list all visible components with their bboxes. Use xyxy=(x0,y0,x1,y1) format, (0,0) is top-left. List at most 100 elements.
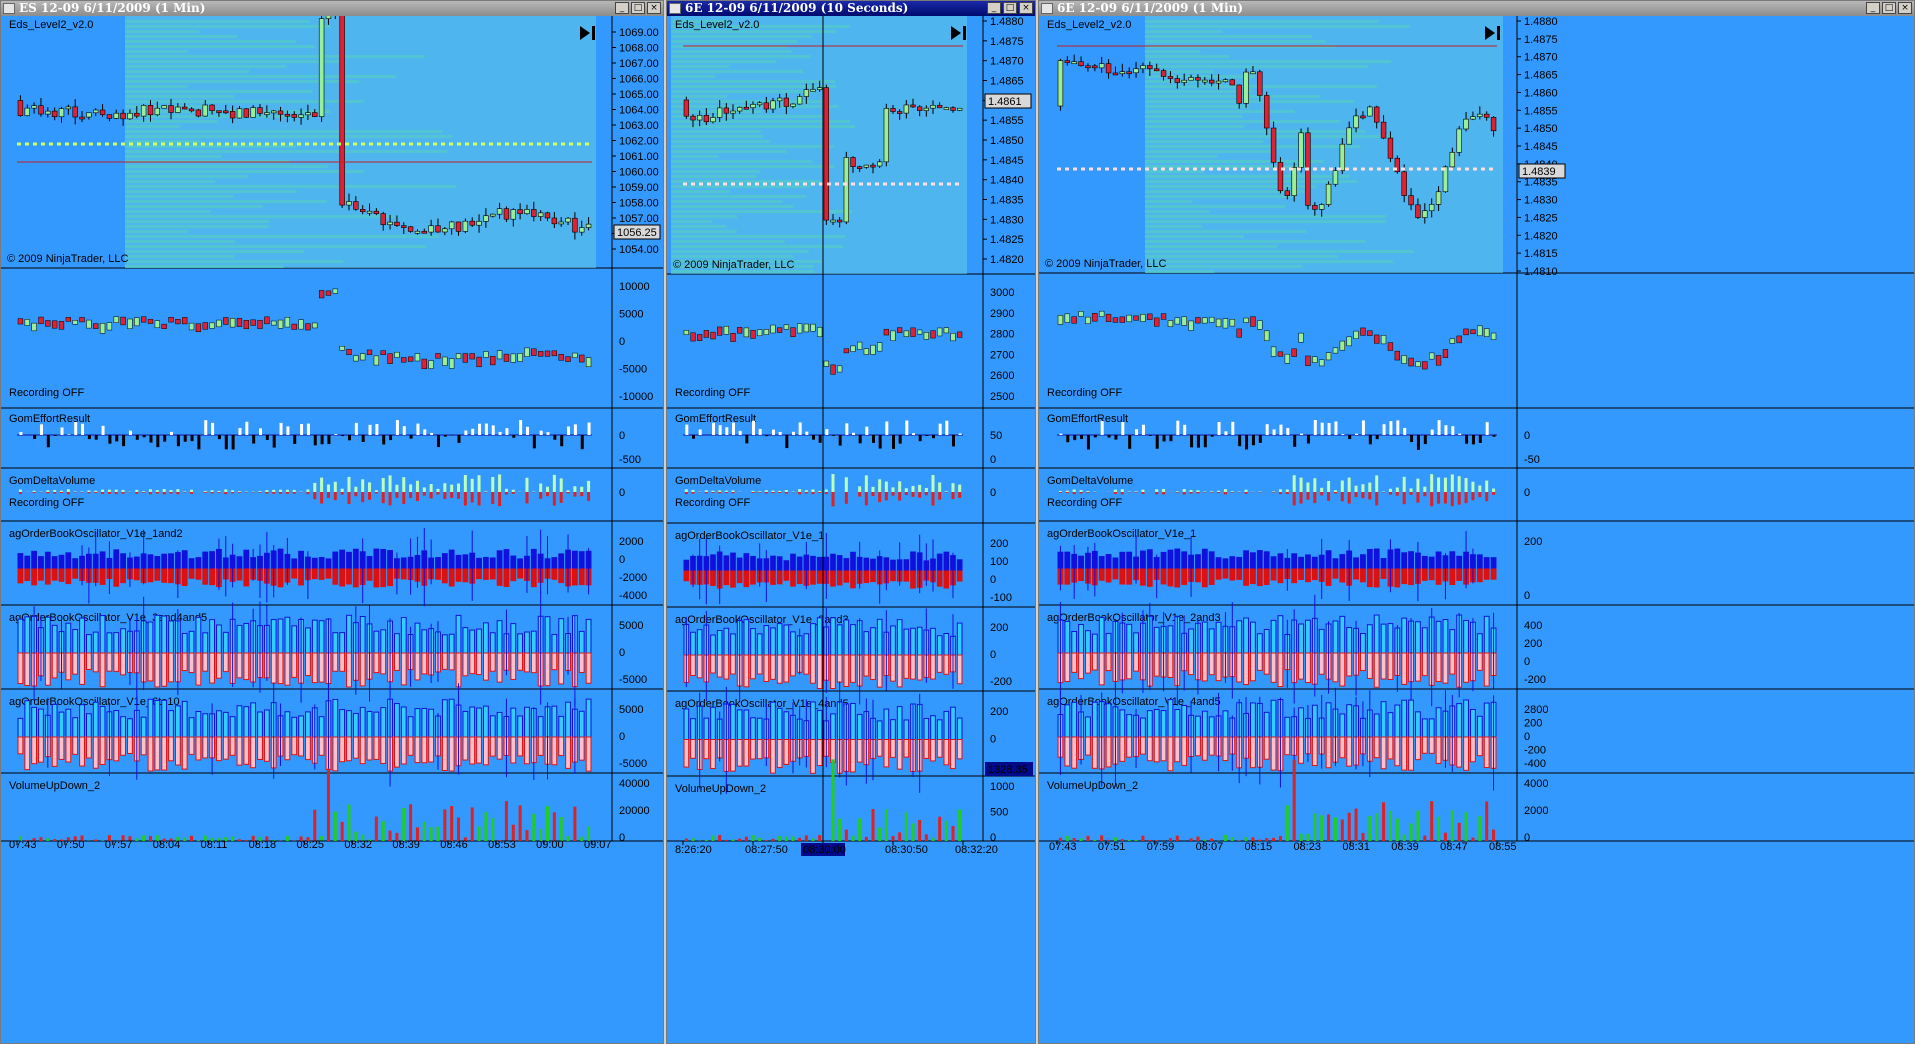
chart-area[interactable]: Eds_Level2_v2.0© 2009 NinjaTrader, LLC10… xyxy=(1,16,664,1044)
delta-down-bar xyxy=(798,492,802,495)
indicator-tick-label: 200 xyxy=(990,622,1008,634)
close-icon[interactable]: × xyxy=(647,2,661,14)
volume-bar xyxy=(559,817,563,841)
bid-oscillator-bar xyxy=(455,652,462,688)
delta-down-bar xyxy=(778,492,782,493)
ask-oscillator-bar xyxy=(339,709,346,738)
effort-bar xyxy=(1465,435,1469,444)
depth-bar xyxy=(1145,75,1256,78)
depth-bar xyxy=(671,240,785,243)
candle xyxy=(703,115,709,123)
candle xyxy=(79,116,85,120)
minimize-icon[interactable]: _ xyxy=(615,2,629,14)
window-titlebar[interactable]: 6E 12-09 6/11/2009 (10 Seconds) _ □ × xyxy=(667,1,1035,16)
ask-oscillator-bar xyxy=(1415,621,1421,654)
delta-up-bar xyxy=(751,490,755,492)
delta-down-bar xyxy=(272,492,276,494)
effort-bar xyxy=(718,425,722,435)
bid-oscillator-bar xyxy=(318,568,325,580)
delta-up-bar xyxy=(858,486,862,492)
minimize-icon[interactable]: _ xyxy=(987,2,1001,14)
ask-oscillator-bar xyxy=(72,558,79,570)
ask-oscillator-bar xyxy=(863,557,870,572)
close-icon[interactable]: × xyxy=(1898,2,1912,14)
volume-bar xyxy=(539,828,543,841)
bid-oscillator-bar xyxy=(257,736,263,761)
ask-oscillator-bar xyxy=(503,549,510,570)
effort-bar xyxy=(341,435,345,437)
delta-down-bar xyxy=(587,492,591,501)
cum-candle xyxy=(1057,315,1064,325)
ask-oscillator-bar xyxy=(236,705,243,738)
candle xyxy=(318,18,325,117)
candle xyxy=(837,219,843,223)
ask-oscillator-bar xyxy=(462,710,469,738)
chart-area[interactable]: Eds_Level2_v2.0© 2009 NinjaTrader, LLC1.… xyxy=(1039,16,1915,1044)
chart-area[interactable]: Eds_Level2_v2.0© 2009 NinjaTrader, LLC1.… xyxy=(667,16,1036,1044)
chart-window-6e-10sec[interactable]: 6E 12-09 6/11/2009 (10 Seconds) _ □ × Ed… xyxy=(666,0,1036,1044)
volume-tick-label: 4000 xyxy=(1524,778,1548,790)
cum-candle xyxy=(857,341,863,350)
bid-oscillator-bar xyxy=(106,652,113,672)
maximize-icon[interactable]: □ xyxy=(1882,2,1896,14)
chart-window-es-1min[interactable]: ES 12-09 6/11/2009 (1 Min) _ □ × Eds_Lev… xyxy=(0,0,664,1044)
ask-oscillator-bar xyxy=(85,634,92,654)
bid-oscillator-bar xyxy=(1435,568,1442,585)
chart-window-icon xyxy=(3,3,15,14)
candle xyxy=(24,107,30,116)
bid-oscillator-bar xyxy=(154,568,161,581)
delta-up-bar xyxy=(272,489,276,492)
delta-down-bar xyxy=(203,492,207,493)
volume-bar xyxy=(511,824,515,841)
cum-candle xyxy=(717,326,723,336)
bid-oscillator-bar xyxy=(1078,568,1084,582)
delta-up-bar xyxy=(66,489,70,492)
ask-oscillator-bar xyxy=(578,710,585,738)
delta-up-bar xyxy=(155,490,159,492)
volume-bar xyxy=(59,839,63,841)
cum-candle xyxy=(817,327,823,338)
depth-bar xyxy=(671,100,824,103)
price-tick-label: 1065.00 xyxy=(619,89,659,101)
ask-oscillator-bar xyxy=(291,716,298,738)
cum-candle xyxy=(517,353,523,362)
maximize-icon[interactable]: □ xyxy=(631,2,645,14)
candle xyxy=(1236,84,1242,104)
effort-bar xyxy=(1107,435,1111,438)
close-icon[interactable]: × xyxy=(1019,2,1033,14)
ask-oscillator-bar xyxy=(1201,548,1208,570)
cum-candle xyxy=(1250,316,1256,327)
bid-oscillator-bar xyxy=(435,568,441,580)
bid-oscillator-bar xyxy=(1332,568,1339,579)
ask-oscillator-bar xyxy=(346,614,352,654)
candle xyxy=(503,208,510,220)
ask-oscillator-bar xyxy=(910,627,916,656)
minimize-icon[interactable]: _ xyxy=(1866,2,1880,14)
chart-window-6e-1min[interactable]: 6E 12-09 6/11/2009 (1 Min) _ □ × Eds_Lev… xyxy=(1038,0,1915,1044)
delta-up-bar xyxy=(265,490,269,492)
bid-oscillator-bar xyxy=(17,568,24,584)
ask-oscillator-bar xyxy=(730,703,736,740)
cum-candle xyxy=(99,323,106,334)
bid-oscillator-bar xyxy=(216,652,222,679)
depth-bar xyxy=(125,140,201,143)
candle xyxy=(710,117,716,123)
candle xyxy=(803,89,809,97)
time-tick-label: 08:15 xyxy=(1245,841,1273,853)
volume-bar xyxy=(1134,839,1138,841)
bid-oscillator-bar xyxy=(1435,736,1442,764)
delta-up-bar xyxy=(306,489,310,492)
ask-oscillator-bar xyxy=(366,555,373,570)
cum-candle xyxy=(777,327,783,333)
volume-bar xyxy=(176,836,180,841)
ask-oscillator-bar xyxy=(1091,701,1098,738)
maximize-icon[interactable]: □ xyxy=(1003,2,1017,14)
volume-bar xyxy=(1244,837,1248,841)
window-titlebar[interactable]: ES 12-09 6/11/2009 (1 Min) _ □ × xyxy=(1,1,663,16)
effort-bar xyxy=(1169,435,1173,442)
delta-up-bar xyxy=(1485,480,1489,492)
window-titlebar[interactable]: 6E 12-09 6/11/2009 (1 Min) _ □ × xyxy=(1039,1,1914,16)
depth-bar xyxy=(125,115,309,118)
volume-tick-label: 1000 xyxy=(990,781,1014,793)
ask-oscillator-bar xyxy=(916,626,923,656)
